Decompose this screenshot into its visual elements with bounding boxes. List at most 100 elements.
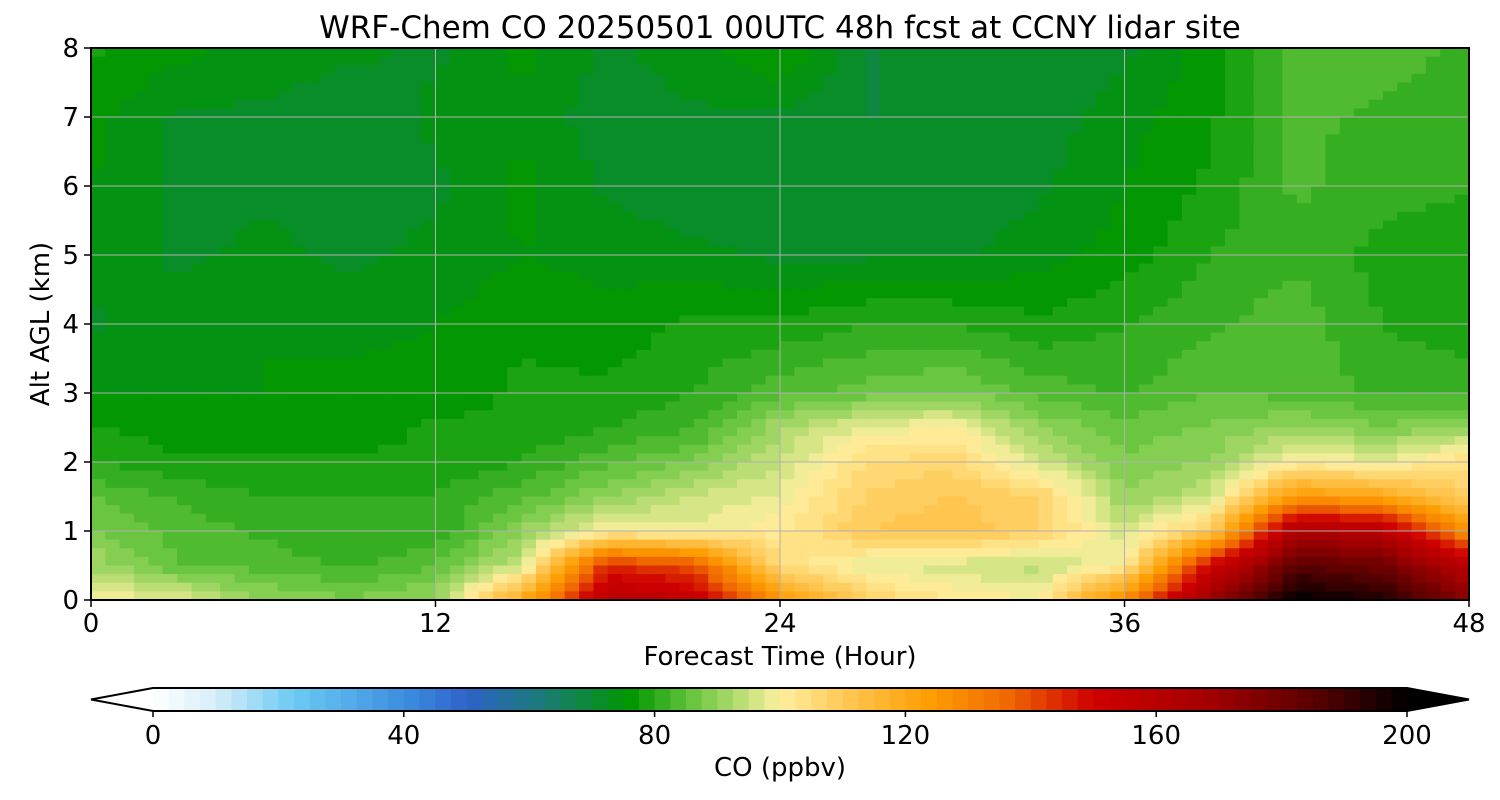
co-cell	[205, 324, 221, 334]
co-cell	[622, 263, 638, 273]
co-cell	[248, 479, 264, 489]
co-cell	[119, 220, 135, 230]
co-cell	[378, 444, 394, 454]
co-cell	[1181, 332, 1197, 342]
co-cell	[1282, 487, 1298, 498]
co-cell	[579, 298, 594, 308]
co-cell	[995, 358, 1011, 368]
co-cell	[478, 99, 494, 109]
co-cell	[837, 211, 853, 222]
co-cell	[736, 410, 752, 420]
co-cell	[1296, 117, 1312, 127]
co-cell	[205, 272, 221, 282]
co-cell	[937, 462, 953, 472]
co-cell	[521, 134, 537, 144]
co-cell	[1253, 384, 1269, 394]
co-cell	[1253, 272, 1269, 282]
co-cell	[837, 125, 853, 135]
co-cell	[263, 211, 279, 222]
co-cell	[980, 418, 996, 429]
co-cell	[622, 211, 638, 222]
co-cell	[1368, 108, 1384, 118]
co-cell	[220, 151, 236, 161]
co-cell	[866, 194, 882, 204]
co-cell	[134, 496, 150, 506]
co-cell	[220, 108, 236, 118]
co-cell	[1368, 203, 1384, 213]
co-cell	[1311, 272, 1327, 282]
co-cell	[980, 91, 996, 101]
co-cell	[1110, 246, 1126, 256]
co-cell	[392, 134, 408, 144]
co-cell	[521, 470, 537, 480]
co-cell	[894, 324, 910, 334]
co-cell	[966, 99, 982, 109]
co-cell	[1339, 255, 1355, 265]
co-cell	[277, 125, 293, 135]
co-cell	[1296, 246, 1312, 256]
co-cell	[464, 186, 480, 196]
co-cell	[1095, 272, 1111, 282]
co-cell	[894, 117, 910, 127]
co-cell	[1153, 298, 1169, 308]
co-cell	[191, 324, 207, 334]
co-cell	[636, 117, 652, 127]
co-cell	[492, 91, 508, 101]
co-cell	[1024, 142, 1039, 153]
co-cell	[736, 99, 752, 109]
co-cell	[492, 393, 508, 403]
co-cell	[406, 142, 422, 153]
co-cell	[1138, 410, 1154, 420]
co-cell	[665, 272, 681, 282]
co-cell	[1181, 203, 1197, 213]
co-cell	[105, 142, 121, 153]
co-cell	[521, 151, 537, 161]
co-cell	[119, 315, 135, 325]
co-cell	[1239, 298, 1255, 308]
co-cell	[607, 65, 623, 75]
co-cell	[780, 427, 795, 437]
co-cell	[823, 229, 839, 239]
co-cell	[1167, 367, 1183, 377]
co-cell	[1181, 211, 1197, 222]
co-cell	[1153, 125, 1169, 135]
co-cell	[894, 367, 910, 377]
co-cell	[148, 401, 164, 411]
co-cell	[191, 462, 207, 472]
co-cell	[1397, 117, 1413, 127]
co-cell	[1368, 82, 1384, 92]
co-cell	[1239, 168, 1255, 178]
co-cell	[1354, 263, 1370, 273]
co-cell	[1411, 229, 1427, 239]
co-cell	[1196, 177, 1212, 187]
co-cell	[722, 237, 738, 247]
co-cell	[650, 134, 666, 144]
co-cell	[392, 418, 408, 429]
co-cell	[665, 298, 681, 308]
co-cell	[980, 186, 996, 196]
co-cell	[636, 237, 652, 247]
co-cell	[923, 367, 939, 377]
co-cell	[952, 160, 968, 170]
co-cell	[205, 298, 221, 308]
co-cell	[1268, 306, 1283, 316]
co-cell	[335, 56, 350, 66]
co-cell	[1311, 367, 1327, 377]
co-cell	[105, 496, 121, 506]
co-cell	[1038, 384, 1054, 394]
co-cell	[1138, 315, 1154, 325]
co-cell	[349, 324, 365, 334]
co-cell	[1325, 160, 1341, 170]
co-cell	[1038, 263, 1054, 273]
co-cell	[866, 203, 882, 213]
co-cell	[1038, 229, 1054, 239]
co-cell	[119, 194, 135, 204]
co-cell	[1440, 324, 1456, 334]
co-cell	[693, 134, 709, 144]
co-cell	[794, 237, 810, 247]
co-cell	[550, 487, 566, 498]
co-cell	[1325, 410, 1341, 420]
co-cell	[1454, 65, 1470, 75]
co-cell	[291, 142, 307, 153]
co-cell	[708, 151, 724, 161]
